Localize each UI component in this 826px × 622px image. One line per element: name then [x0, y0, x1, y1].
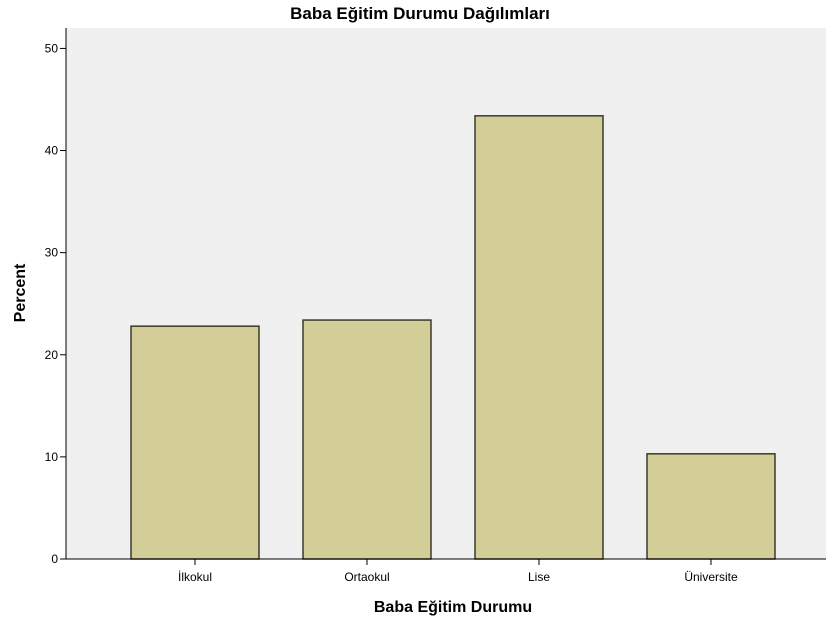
- x-tick-label: Üniversite: [684, 570, 738, 584]
- y-tick-label: 20: [45, 348, 59, 362]
- chart-title: Baba Eğitim Durumu Dağılımları: [290, 4, 550, 23]
- x-axis-title: Baba Eğitim Durumu: [374, 599, 532, 616]
- y-tick-label: 10: [45, 450, 59, 464]
- x-tick-label: İlkokul: [178, 570, 212, 584]
- bar-1: [302, 319, 432, 560]
- bar-3: [646, 453, 776, 560]
- bar-0: [130, 325, 260, 560]
- y-tick-label: 0: [51, 552, 58, 566]
- bar-2: [474, 115, 604, 560]
- x-tick-label: Ortaokul: [344, 570, 389, 584]
- x-ticks-group: İlkokul Ortaokul Lise Üniversite: [178, 559, 738, 584]
- y-axis-title: Percent: [12, 263, 29, 322]
- x-tick-label: Lise: [528, 570, 550, 584]
- y-ticks-group: 0 10 20 30 40 50: [45, 41, 66, 566]
- y-tick-label: 30: [45, 246, 59, 260]
- y-tick-label: 50: [45, 41, 59, 55]
- bars-group: [130, 115, 776, 560]
- y-tick-label: 40: [45, 144, 59, 158]
